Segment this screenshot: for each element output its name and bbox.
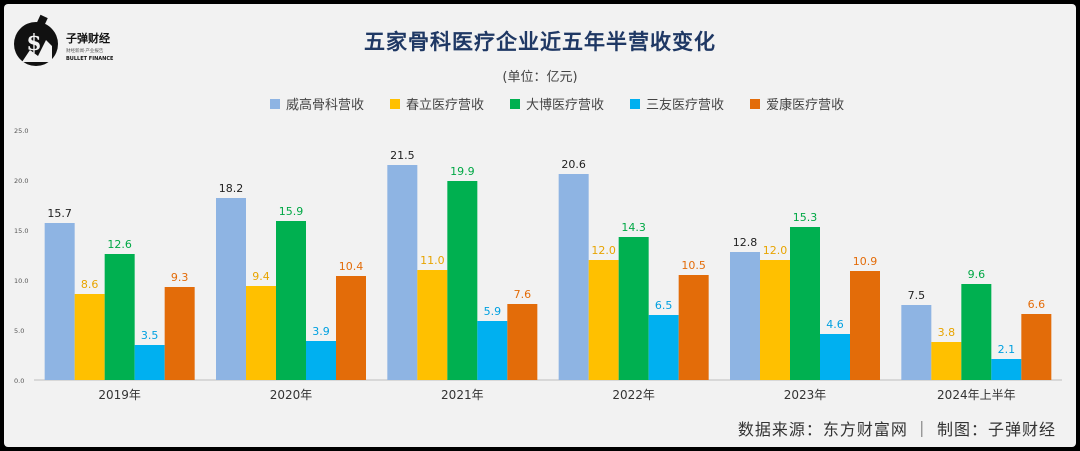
bar [820, 334, 850, 380]
data-label: 12.8 [733, 236, 758, 249]
legend-item: 大博医疗营收 [510, 94, 604, 113]
x-tick-label: 2021年 [441, 388, 484, 402]
chart-legend: 威高骨科营收 春立医疗营收 大博医疗营收 三友医疗营收 爱康医疗营收 [270, 94, 844, 113]
legend-label: 威高骨科营收 [286, 98, 365, 113]
data-label: 14.3 [621, 221, 646, 234]
bar [931, 342, 962, 380]
data-label: 18.2 [219, 182, 244, 195]
bar [558, 174, 589, 380]
bar [790, 227, 820, 380]
bar [648, 315, 679, 380]
bar [850, 271, 880, 380]
data-label: 11.0 [420, 254, 445, 267]
logo-name-en: BULLET FINANCE [66, 56, 114, 62]
data-label: 10.4 [339, 260, 364, 273]
legend-swatch [510, 98, 521, 109]
data-label: 3.9 [312, 325, 330, 338]
logo-name-cn: 子弹财经 [66, 31, 110, 45]
x-tick-label: 2022年 [612, 388, 655, 402]
bar [730, 252, 760, 380]
chart-title: 五家骨科医疗企业近五年半营收变化 [364, 30, 716, 54]
bar [164, 287, 195, 380]
bar [961, 284, 992, 380]
data-label: 6.6 [1028, 298, 1046, 311]
svg-text:$: $ [26, 30, 41, 56]
bar [477, 321, 508, 380]
x-tick-label: 2024年上半年 [937, 388, 1016, 402]
bar [276, 221, 306, 380]
legend-item: 爱康医疗营收 [750, 94, 844, 113]
data-label: 9.4 [252, 270, 270, 283]
y-tick-label: 20.0 [14, 177, 28, 185]
bar [306, 341, 336, 380]
bar [134, 345, 165, 380]
bar [901, 305, 932, 380]
data-label: 15.9 [279, 205, 304, 218]
legend-item: 春立医疗营收 [390, 94, 484, 113]
bar [74, 294, 105, 380]
data-label: 12.0 [763, 244, 788, 257]
data-label: 3.5 [141, 329, 159, 342]
data-label: 9.6 [968, 268, 986, 281]
legend-swatch [750, 98, 761, 109]
legend-item: 三友医疗营收 [630, 94, 724, 113]
source-credit: 数据来源：东方财富网 ｜ 制图：子弹财经 [737, 420, 1056, 439]
bar [447, 181, 478, 380]
data-label: 15.7 [47, 207, 72, 220]
bar [336, 276, 366, 380]
bar [417, 270, 448, 380]
data-label: 5.9 [484, 305, 502, 318]
x-tick-label: 2023年 [784, 388, 827, 402]
data-label: 19.9 [450, 165, 475, 178]
legend-label: 三友医疗营收 [646, 98, 725, 113]
legend-swatch [390, 98, 401, 109]
bar [104, 254, 135, 380]
legend-swatch [270, 98, 280, 109]
legend-swatch [630, 98, 641, 109]
data-label: 4.6 [826, 318, 844, 331]
chart-card: $ 子弹财经 财经新闻·产业报告 BULLET FINANCE 五家骨科医疗企业… [4, 4, 1076, 447]
bar [246, 286, 276, 380]
bar [216, 198, 246, 380]
bar [618, 237, 649, 380]
data-label: 10.5 [681, 259, 706, 272]
data-label: 9.3 [171, 271, 189, 284]
y-tick-label: 0.0 [14, 377, 24, 385]
data-label: 10.9 [853, 255, 878, 268]
data-label: 7.5 [908, 289, 926, 302]
y-tick-label: 15.0 [14, 227, 28, 235]
data-label: 7.6 [514, 288, 532, 301]
legend-label: 春立医疗营收 [406, 98, 485, 113]
x-tick-label: 2020年 [270, 388, 313, 402]
bullet-finance-logo: $ 子弹财经 财经新闻·产业报告 BULLET FINANCE [14, 14, 114, 66]
data-label: 6.5 [655, 299, 673, 312]
data-label: 8.6 [81, 278, 99, 291]
bar [588, 260, 619, 380]
data-label: 3.8 [938, 326, 956, 339]
unit-label: (单位：亿元) [502, 70, 578, 85]
y-tick-label: 10.0 [14, 277, 28, 285]
legend-label: 大博医疗营收 [526, 98, 605, 113]
data-label: 20.6 [561, 158, 586, 171]
bar [991, 359, 1022, 380]
x-tick-label: 2019年 [98, 388, 141, 402]
bar [760, 260, 790, 380]
y-tick-label: 25.0 [14, 127, 28, 135]
bar [507, 304, 538, 380]
data-label: 12.6 [107, 238, 132, 251]
y-tick-label: 5.0 [14, 327, 24, 335]
data-label: 12.0 [591, 244, 616, 257]
data-label: 15.3 [793, 211, 818, 224]
data-label: 21.5 [390, 149, 415, 162]
bar [44, 223, 75, 380]
legend-item: 威高骨科营收 [270, 94, 364, 113]
bar [678, 275, 709, 380]
logo-tagline: 财经新闻·产业报告 [66, 47, 104, 54]
data-label: 2.1 [998, 343, 1016, 356]
bar-chart: 0.0 5.0 10.0 15.0 20.0 25.0 15.7 8.6 12.6 3.5 9.3 2… [14, 127, 1062, 402]
legend-label: 爱康医疗营收 [766, 98, 845, 113]
bar [387, 165, 418, 380]
bar [1021, 314, 1052, 380]
